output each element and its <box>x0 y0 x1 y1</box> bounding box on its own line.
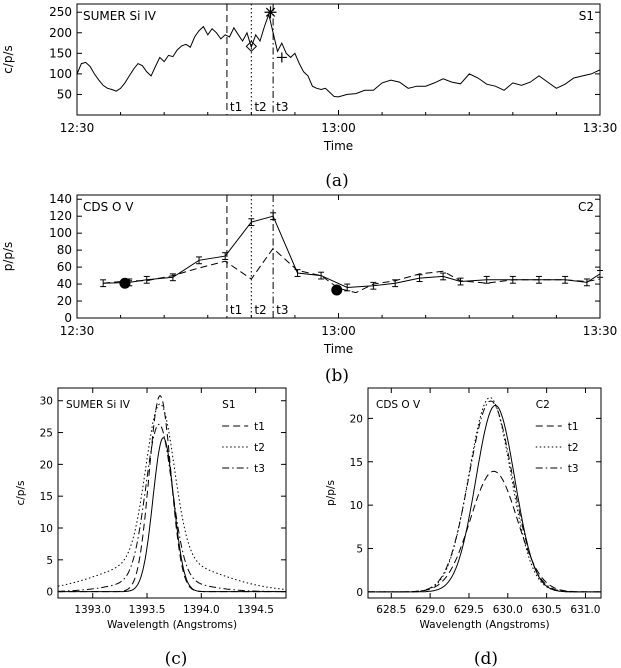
x-tick-label: 630.0 <box>493 604 523 616</box>
y-tick-label: 0 <box>356 587 363 599</box>
legend-label-t1: t1 <box>568 421 579 433</box>
y-tick-label: 0 <box>46 587 53 599</box>
time-marker-label: t1 <box>230 303 242 317</box>
time-marker-label: t2 <box>254 100 266 114</box>
y-axis-label: p/p/s <box>325 480 337 506</box>
panel-caption: (a) <box>325 171 348 191</box>
y-tick-label: 5 <box>356 544 363 556</box>
panel-d: 628.5 629.0 629.5 630.0 630.5 631.0 0 5 10 15 20 Wa… <box>325 387 602 668</box>
plot-title: SUMER Si IV <box>66 399 131 411</box>
series-line-t2 <box>368 396 601 593</box>
x-tick-label: 1393.0 <box>74 604 111 616</box>
legend-label-t2: t2 <box>254 442 265 454</box>
x-tick-label: 630.5 <box>532 604 562 616</box>
plot-title: CDS O V <box>83 200 134 214</box>
legend-label-t3: t3 <box>568 463 579 475</box>
y-tick-label: 15 <box>40 491 53 503</box>
x-tick-label: 12:30 <box>60 324 95 338</box>
time-marker-label: t2 <box>254 303 266 317</box>
time-marker-label: t1 <box>230 100 242 114</box>
x-tick-label: 13:30 <box>583 121 618 135</box>
y-axis-label: c/p/s <box>15 481 27 506</box>
series-line-t1 <box>58 395 286 593</box>
x-tick-label: 1393.5 <box>129 604 166 616</box>
series-line-t2 <box>58 403 286 590</box>
asterisk-symbol <box>264 6 277 19</box>
y-tick-label: 120 <box>49 209 72 223</box>
x-tick-label: 13:00 <box>321 324 356 338</box>
series-line-solid <box>368 404 601 593</box>
y-tick-label: 150 <box>49 46 72 60</box>
x-tick-label: 1394.5 <box>237 604 274 616</box>
legend-label-t1: t1 <box>254 421 265 433</box>
corner-label: C2 <box>578 200 594 214</box>
x-axis-label: Time <box>323 139 353 153</box>
y-tick-label: 140 <box>49 192 72 206</box>
plus-symbol <box>276 52 287 63</box>
y-tick-label: 25 <box>40 428 53 440</box>
x-axis-label: Time <box>323 342 353 356</box>
time-marker-label: t3 <box>276 100 288 114</box>
legend-label-t3: t3 <box>254 463 265 475</box>
series-line-dashed <box>103 247 600 294</box>
y-tick-label: 40 <box>57 277 72 291</box>
y-tick-label: 100 <box>49 226 72 240</box>
x-tick-label: 12:30 <box>60 121 95 135</box>
x-tick-label: 1394.0 <box>183 604 220 616</box>
panel-caption: (b) <box>325 366 349 386</box>
y-axis-label: c/p/s <box>1 45 15 74</box>
x-tick-label: 13:30 <box>583 324 618 338</box>
y-tick-label: 200 <box>49 26 72 40</box>
diamond-symbol <box>245 40 258 53</box>
x-tick-label: 629.0 <box>415 604 445 616</box>
y-tick-label: 30 <box>40 396 53 408</box>
y-tick-label: 20 <box>350 413 363 425</box>
series-line-t1 <box>368 470 601 593</box>
x-tick-label: 628.5 <box>376 604 406 616</box>
plot-title: CDS O V <box>376 399 421 411</box>
panel-b: 12:30 13:00 13:30 0 20 40 60 80 100 120 140 Time p/p… <box>1 192 617 386</box>
x-tick-label: 629.5 <box>454 604 484 616</box>
plot-frame <box>367 387 602 599</box>
series-line-t3 <box>368 400 601 593</box>
plot-frame <box>76 194 601 319</box>
panel-a: 12:30 13:00 13:30 50 100 150 200 250 Time c/p/s SU… <box>1 3 618 191</box>
y-axis-label: p/p/s <box>1 242 15 272</box>
y-tick-label: 80 <box>57 243 72 257</box>
y-tick-label: 10 <box>40 523 53 535</box>
panel-c: 1393.0 1393.5 1394.0 1394.5 0 5 10 15 20 25 30 Wave… <box>15 387 287 668</box>
y-tick-label: 20 <box>57 294 72 308</box>
plot-title: SUMER Si IV <box>83 9 157 23</box>
x-tick-label: 631.0 <box>570 604 600 616</box>
y-tick-label: 20 <box>40 459 53 471</box>
y-tick-label: 15 <box>350 457 363 469</box>
filled-point <box>119 277 131 289</box>
y-tick-label: 60 <box>57 260 72 274</box>
x-axis-label: Wavelength (Angstroms) <box>419 619 549 631</box>
series-line-solid <box>103 215 600 289</box>
corner-label: S1 <box>222 399 235 411</box>
x-tick-label: 13:00 <box>321 121 356 135</box>
filled-point <box>331 284 343 296</box>
y-tick-label: 10 <box>350 500 363 512</box>
y-tick-label: 0 <box>64 311 72 325</box>
corner-label: S1 <box>579 9 594 23</box>
x-axis-label: Wavelength (Angstroms) <box>107 619 237 631</box>
legend-label-t2: t2 <box>568 442 579 454</box>
series-line-t3 <box>58 423 286 593</box>
series-line-undefined <box>77 12 600 98</box>
corner-label: C2 <box>536 399 550 411</box>
y-tick-label: 50 <box>57 87 72 101</box>
series-line-solid <box>58 437 286 593</box>
panel-caption: (d) <box>474 649 498 668</box>
y-tick-label: 250 <box>49 5 72 19</box>
time-marker-label: t3 <box>276 303 288 317</box>
plot-frame <box>57 387 287 599</box>
y-tick-label: 100 <box>49 67 72 81</box>
y-tick-label: 5 <box>46 555 53 567</box>
panel-caption: (c) <box>165 649 188 668</box>
